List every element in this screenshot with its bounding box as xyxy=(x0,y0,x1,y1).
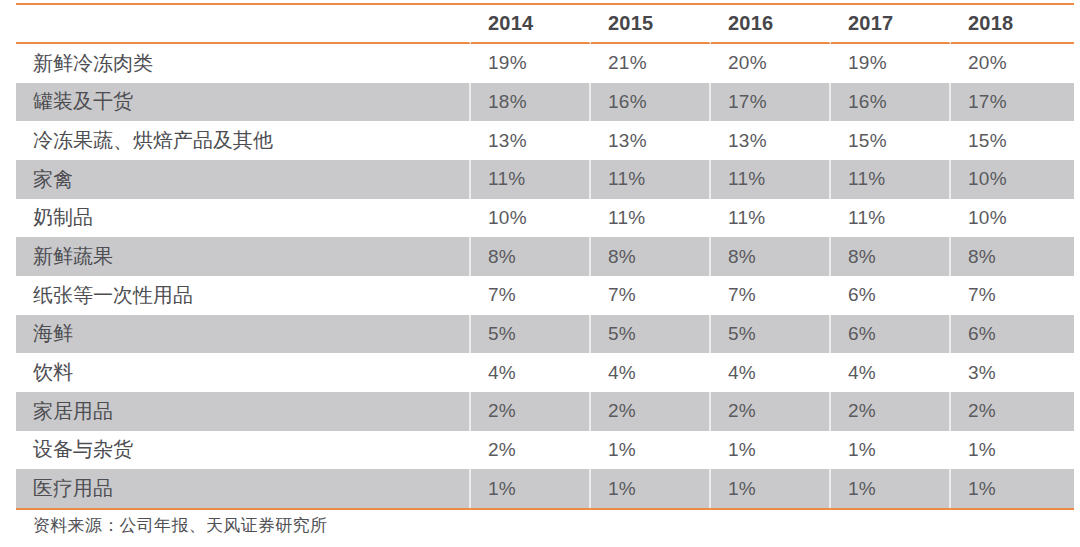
value-cell: 1% xyxy=(831,469,951,508)
value-cell: 2% xyxy=(471,392,591,431)
row-label: 纸张等一次性用品 xyxy=(16,276,471,315)
value-cell: 1% xyxy=(831,431,951,470)
table-row: 医疗用品 1% 1% 1% 1% 1% xyxy=(16,469,1074,508)
value-cell: 8% xyxy=(471,237,591,276)
row-label: 家禽 xyxy=(16,160,471,199)
value-cell: 19% xyxy=(831,44,951,83)
row-label: 海鲜 xyxy=(16,315,471,354)
value-cell: 16% xyxy=(831,83,951,122)
value-cell: 4% xyxy=(591,353,711,392)
row-label: 医疗用品 xyxy=(16,469,471,508)
header-year-2018: 2018 xyxy=(951,5,1074,44)
value-cell: 2% xyxy=(831,392,951,431)
row-label: 设备与杂货 xyxy=(16,431,471,470)
value-cell: 7% xyxy=(471,276,591,315)
table-row: 罐装及干货 18% 16% 17% 16% 17% xyxy=(16,83,1074,122)
table-row: 家居用品 2% 2% 2% 2% 2% xyxy=(16,392,1074,431)
row-label: 饮料 xyxy=(16,353,471,392)
value-cell: 16% xyxy=(591,83,711,122)
row-label: 家居用品 xyxy=(16,392,471,431)
value-cell: 5% xyxy=(471,315,591,354)
table-row: 饮料 4% 4% 4% 4% 3% xyxy=(16,353,1074,392)
table-row: 奶制品 10% 11% 11% 11% 10% xyxy=(16,199,1074,238)
value-cell: 2% xyxy=(711,392,831,431)
value-cell: 19% xyxy=(471,44,591,83)
value-cell: 11% xyxy=(711,160,831,199)
value-cell: 8% xyxy=(951,237,1074,276)
value-cell: 4% xyxy=(471,353,591,392)
value-cell: 1% xyxy=(711,431,831,470)
value-cell: 11% xyxy=(591,199,711,238)
value-cell: 15% xyxy=(831,121,951,160)
value-cell: 17% xyxy=(951,83,1074,122)
row-label: 新鲜蔬果 xyxy=(16,237,471,276)
category-share-table: 2014 2015 2016 2017 2018 新鲜冷冻肉类 19% 21% … xyxy=(16,3,1074,510)
value-cell: 1% xyxy=(951,431,1074,470)
value-cell: 8% xyxy=(591,237,711,276)
value-cell: 1% xyxy=(951,469,1074,508)
header-year-2017: 2017 xyxy=(831,5,951,44)
value-cell: 4% xyxy=(831,353,951,392)
value-cell: 1% xyxy=(591,431,711,470)
table-row: 家禽 11% 11% 11% 11% 10% xyxy=(16,160,1074,199)
value-cell: 2% xyxy=(471,431,591,470)
value-cell: 6% xyxy=(831,315,951,354)
value-cell: 2% xyxy=(591,392,711,431)
table-bottom-border xyxy=(16,508,1074,510)
header-year-2015: 2015 xyxy=(591,5,711,44)
value-cell: 11% xyxy=(831,160,951,199)
value-cell: 17% xyxy=(711,83,831,122)
value-cell: 13% xyxy=(591,121,711,160)
value-cell: 13% xyxy=(711,121,831,160)
value-cell: 15% xyxy=(951,121,1074,160)
value-cell: 1% xyxy=(711,469,831,508)
value-cell: 20% xyxy=(951,44,1074,83)
value-cell: 11% xyxy=(591,160,711,199)
value-cell: 10% xyxy=(951,160,1074,199)
table-row: 新鲜蔬果 8% 8% 8% 8% 8% xyxy=(16,237,1074,276)
value-cell: 6% xyxy=(831,276,951,315)
table-row: 冷冻果蔬、烘焙产品及其他 13% 13% 13% 15% 15% xyxy=(16,121,1074,160)
value-cell: 20% xyxy=(711,44,831,83)
value-cell: 13% xyxy=(471,121,591,160)
value-cell: 3% xyxy=(951,353,1074,392)
value-cell: 8% xyxy=(711,237,831,276)
value-cell: 4% xyxy=(711,353,831,392)
table-row: 设备与杂货 2% 1% 1% 1% 1% xyxy=(16,431,1074,470)
value-cell: 7% xyxy=(591,276,711,315)
table-header-row: 2014 2015 2016 2017 2018 xyxy=(16,5,1074,44)
row-label: 罐装及干货 xyxy=(16,83,471,122)
row-label: 冷冻果蔬、烘焙产品及其他 xyxy=(16,121,471,160)
row-label: 奶制品 xyxy=(16,199,471,238)
header-empty-cell xyxy=(16,5,471,44)
table-row: 新鲜冷冻肉类 19% 21% 20% 19% 20% xyxy=(16,44,1074,83)
value-cell: 5% xyxy=(711,315,831,354)
value-cell: 18% xyxy=(471,83,591,122)
row-label: 新鲜冷冻肉类 xyxy=(16,44,471,83)
value-cell: 8% xyxy=(831,237,951,276)
value-cell: 11% xyxy=(831,199,951,238)
report-table-figure: 2014 2015 2016 2017 2018 新鲜冷冻肉类 19% 21% … xyxy=(0,0,1080,547)
value-cell: 10% xyxy=(471,199,591,238)
value-cell: 7% xyxy=(711,276,831,315)
value-cell: 11% xyxy=(471,160,591,199)
header-year-2014: 2014 xyxy=(471,5,591,44)
value-cell: 11% xyxy=(711,199,831,238)
value-cell: 7% xyxy=(951,276,1074,315)
value-cell: 6% xyxy=(951,315,1074,354)
value-cell: 1% xyxy=(471,469,591,508)
source-note: 资料来源：公司年报、天风证券研究所 xyxy=(33,514,327,537)
table-row: 纸张等一次性用品 7% 7% 7% 6% 7% xyxy=(16,276,1074,315)
table-row: 海鲜 5% 5% 5% 6% 6% xyxy=(16,315,1074,354)
header-year-2016: 2016 xyxy=(711,5,831,44)
value-cell: 5% xyxy=(591,315,711,354)
value-cell: 10% xyxy=(951,199,1074,238)
value-cell: 2% xyxy=(951,392,1074,431)
value-cell: 1% xyxy=(591,469,711,508)
value-cell: 21% xyxy=(591,44,711,83)
